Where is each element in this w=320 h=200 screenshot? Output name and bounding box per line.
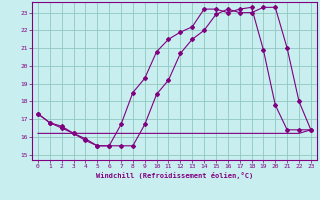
X-axis label: Windchill (Refroidissement éolien,°C): Windchill (Refroidissement éolien,°C) <box>96 172 253 179</box>
